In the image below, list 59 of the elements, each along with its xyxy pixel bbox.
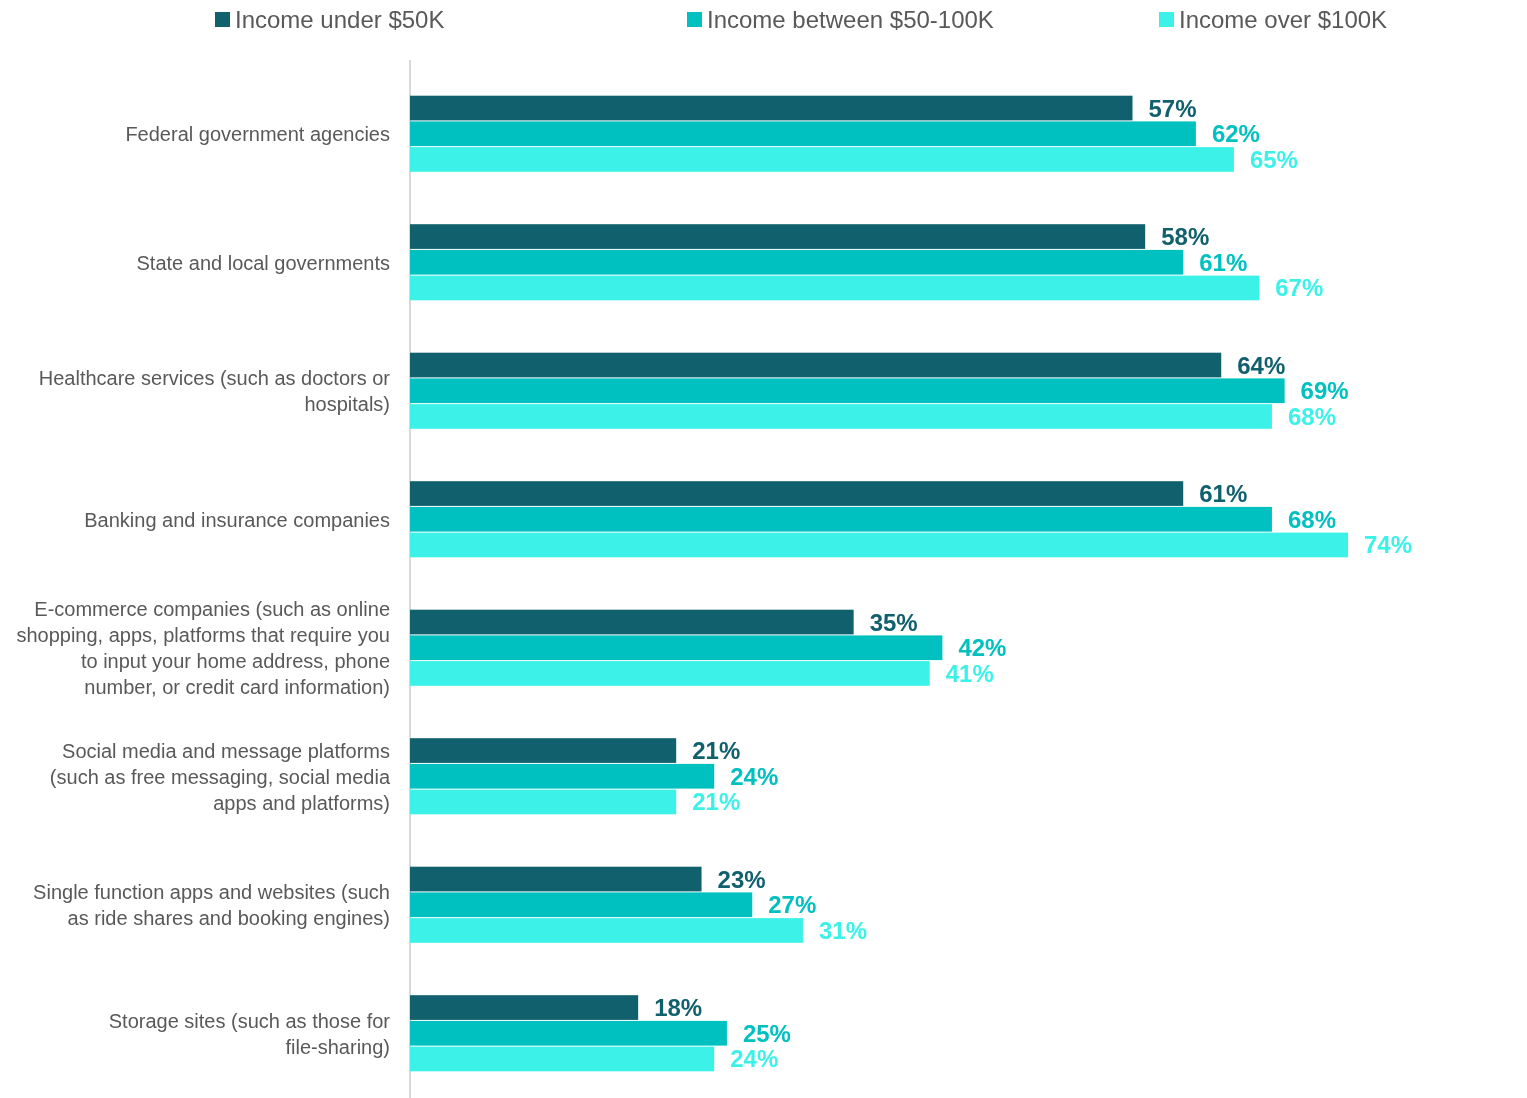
bar <box>410 789 677 815</box>
data-label: 35% <box>869 608 918 636</box>
bar <box>410 224 1146 249</box>
bar <box>410 378 1285 404</box>
bar <box>410 532 1348 558</box>
bar <box>410 1046 715 1072</box>
data-label: 61% <box>1199 248 1248 276</box>
bar <box>410 918 803 943</box>
legend-label: Income over $100K <box>1179 6 1388 33</box>
data-label: 21% <box>692 737 741 765</box>
bar <box>410 635 943 661</box>
y-tick-label: Storage sites (such as those for file-sharing) <box>108 1009 391 1058</box>
data-label: 24% <box>730 762 779 790</box>
bar <box>410 866 702 892</box>
data-label: 69% <box>1300 377 1349 405</box>
bar <box>410 609 854 635</box>
y-tick-label: Banking and insurance companies <box>84 508 390 531</box>
bar <box>410 147 1234 172</box>
data-label: 74% <box>1364 531 1413 559</box>
data-label: 21% <box>692 788 741 816</box>
data-label: 27% <box>768 891 817 919</box>
y-tick-label: Healthcare services (such as doctors or hospitals) <box>38 367 391 416</box>
bar <box>410 1020 727 1046</box>
data-label: 58% <box>1161 223 1210 251</box>
data-label: 18% <box>654 994 703 1022</box>
data-label: 23% <box>717 865 766 893</box>
bar <box>410 738 677 763</box>
bar <box>410 275 1260 301</box>
data-label: 25% <box>742 1019 791 1047</box>
bar <box>410 481 1184 506</box>
bar <box>410 121 1196 147</box>
legend-label: Income under $50K <box>235 6 445 33</box>
data-label: 67% <box>1275 274 1324 302</box>
bar <box>410 995 639 1020</box>
y-tick-label: Social media and message platforms (such as free messaging, social media apps and platforms) <box>49 739 391 814</box>
y-tick-label: Single function apps and websites (such as ride shares and booking engines) <box>33 881 390 930</box>
bar <box>410 661 930 686</box>
y-tick-label: Federal government agencies <box>125 123 390 146</box>
bar <box>410 892 753 918</box>
data-label: 42% <box>958 634 1007 662</box>
legend-label: Income between $50-100K <box>707 6 994 33</box>
bar <box>410 404 1272 429</box>
bar <box>410 95 1133 121</box>
data-label: 24% <box>730 1045 779 1073</box>
bar <box>410 352 1222 378</box>
y-tick-label: E-commerce companies (such as online shopping, apps, platforms that require you to input your home address, phone number, or credit card information) <box>16 598 390 699</box>
data-label: 31% <box>818 916 867 944</box>
data-label: 62% <box>1211 120 1260 148</box>
y-tick-label: State and local governments <box>136 251 390 274</box>
bar <box>410 249 1184 275</box>
data-label: 65% <box>1249 145 1298 173</box>
data-label: 68% <box>1287 505 1336 533</box>
data-label: 41% <box>945 659 994 687</box>
bar <box>410 506 1272 532</box>
data-label: 61% <box>1199 480 1248 508</box>
data-label: 57% <box>1148 94 1197 122</box>
data-label: 64% <box>1237 351 1286 379</box>
bar <box>410 763 715 789</box>
data-label: 68% <box>1287 402 1336 430</box>
